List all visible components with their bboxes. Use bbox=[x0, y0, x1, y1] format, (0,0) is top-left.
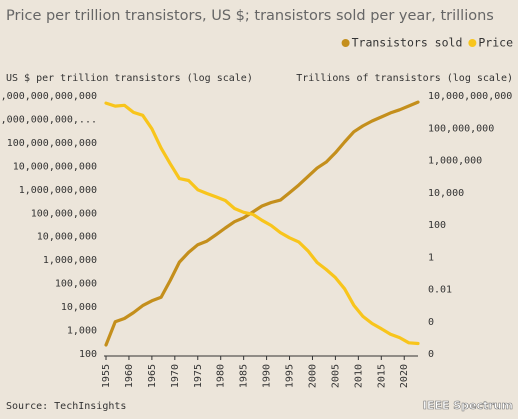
y-tick-label: 10,000,000,000 bbox=[13, 161, 97, 172]
legend-swatch bbox=[341, 39, 350, 47]
x-tick-label: 1970 bbox=[170, 364, 181, 388]
legend-label: Price bbox=[478, 36, 513, 50]
x-tick-label: 2020 bbox=[399, 364, 410, 388]
y-tick-label: 1,000,000,000 bbox=[19, 185, 97, 196]
y-tick-label: 100,000 bbox=[55, 279, 97, 290]
x-tick-label: 2000 bbox=[307, 364, 318, 388]
x-tick-label: 1995 bbox=[285, 364, 296, 388]
y-tick-label: 10,000,000,000,000 bbox=[0, 91, 97, 102]
series-line bbox=[104, 101, 420, 346]
y-tick-label: 100,000,000 bbox=[31, 208, 97, 219]
x-tick-label: 1990 bbox=[262, 364, 273, 388]
x-tick-label: 2015 bbox=[376, 364, 387, 388]
chart-title: Price per trillion transistors, US $; tr… bbox=[6, 8, 494, 24]
y-axis-title: US $ per trillion transistors (log scale… bbox=[6, 73, 253, 84]
x-tick-label: 1975 bbox=[193, 364, 204, 388]
y2-tick-label: 1 bbox=[428, 252, 434, 263]
brand-logo: IEEE Spectrum bbox=[423, 399, 513, 412]
y2-tick-label: 0 bbox=[428, 349, 434, 360]
y2-tick-label: 0 bbox=[428, 317, 434, 328]
y-tick-label: 100 bbox=[79, 349, 97, 360]
x-tick-label: 1955 bbox=[101, 364, 112, 388]
legend: Price Transistors sold bbox=[341, 36, 513, 50]
y-tick-label: 1,000,000,000,... bbox=[0, 114, 97, 125]
y2-tick-label: 100 bbox=[428, 220, 446, 231]
x-tick-label: 2005 bbox=[330, 364, 341, 388]
y-tick-label: 100,000,000,000 bbox=[7, 138, 97, 149]
y2-tick-label: 10,000 bbox=[428, 188, 464, 199]
y-tick-label: 10,000,000 bbox=[37, 232, 97, 243]
y-tick-label: 1,000 bbox=[67, 326, 97, 337]
y2-tick-label: 0.01 bbox=[428, 285, 452, 296]
x-tick-label: 1980 bbox=[216, 364, 227, 388]
y2-axis-title: Trillions of transistors (log scale) bbox=[296, 73, 513, 84]
x-tick-label: 1965 bbox=[147, 364, 158, 388]
series-line bbox=[104, 100, 420, 347]
y2-tick-label: 1,000,000 bbox=[428, 156, 482, 167]
y-tick-label: 1,000,000 bbox=[43, 255, 97, 266]
x-tick-label: 1960 bbox=[124, 364, 135, 388]
legend-swatch bbox=[468, 39, 477, 47]
source: Source: TechInsights bbox=[6, 401, 126, 412]
x-tick-label: 2010 bbox=[353, 364, 364, 388]
y-tick-label: 10,000 bbox=[61, 302, 97, 313]
y2-tick-label: 100,000,000 bbox=[428, 123, 494, 134]
x-tick-label: 1985 bbox=[239, 364, 250, 388]
legend-label: Transistors sold bbox=[352, 36, 463, 50]
y2-tick-label: 10,000,000,000 bbox=[428, 91, 512, 102]
